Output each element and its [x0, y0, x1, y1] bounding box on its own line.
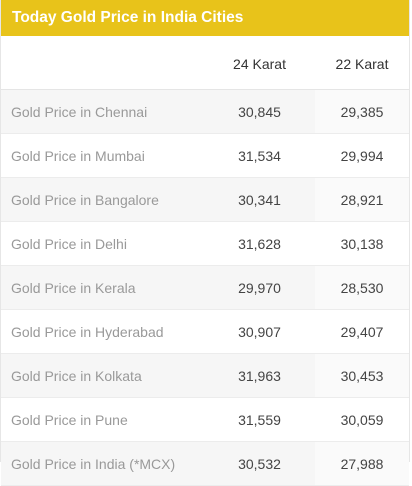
column-header-24-karat: 24 Karat: [204, 36, 315, 90]
city-name-cell: Gold Price in Hyderabad: [1, 309, 204, 354]
table-row: Gold Price in Kerala 29,970 28,530: [1, 265, 409, 310]
price-22k-cell: 30,138: [315, 221, 409, 266]
price-24k-cell: 31,963: [204, 353, 315, 398]
price-24k-cell: 30,532: [204, 441, 315, 486]
city-name-cell: Gold Price in Chennai: [1, 89, 204, 134]
table-row: Gold Price in Bangalore 30,341 28,921: [1, 177, 409, 222]
column-header-22-karat: 22 Karat: [315, 36, 409, 90]
table-row: Gold Price in India (*MCX) 30,532 27,988: [1, 441, 409, 486]
city-name-cell: Gold Price in Mumbai: [1, 133, 204, 178]
price-22k-cell: 30,453: [315, 353, 409, 398]
price-22k-cell: 29,385: [315, 89, 409, 134]
price-22k-cell: 30,059: [315, 397, 409, 442]
city-name-cell: Gold Price in Kerala: [1, 265, 204, 310]
price-24k-cell: 31,628: [204, 221, 315, 266]
widget-title: Today Gold Price in India Cities: [1, 0, 409, 36]
column-header-city: [1, 36, 204, 90]
price-22k-cell: 28,921: [315, 177, 409, 222]
city-name-cell: Gold Price in India (*MCX): [1, 441, 204, 486]
price-24k-cell: 29,970: [204, 265, 315, 310]
price-24k-cell: 30,907: [204, 309, 315, 354]
price-24k-cell: 31,534: [204, 133, 315, 178]
city-name-cell: Gold Price in Kolkata: [1, 353, 204, 398]
table-row: Gold Price in Kolkata 31,963 30,453: [1, 353, 409, 398]
table-row: Gold Price in Mumbai 31,534 29,994: [1, 133, 409, 178]
city-name-cell: Gold Price in Pune: [1, 397, 204, 442]
gold-price-table: 24 Karat 22 Karat Gold Price in Chennai 3…: [1, 36, 409, 486]
table-row: Gold Price in Delhi 31,628 30,138: [1, 221, 409, 266]
city-name-cell: Gold Price in Delhi: [1, 221, 204, 266]
table-header-row: 24 Karat 22 Karat: [1, 36, 409, 90]
price-22k-cell: 29,994: [315, 133, 409, 178]
price-22k-cell: 28,530: [315, 265, 409, 310]
city-name-cell: Gold Price in Bangalore: [1, 177, 204, 222]
price-22k-cell: 27,988: [315, 441, 409, 486]
table-row: Gold Price in Pune 31,559 30,059: [1, 397, 409, 442]
table-row: Gold Price in Hyderabad 30,907 29,407: [1, 309, 409, 354]
price-24k-cell: 31,559: [204, 397, 315, 442]
table-row: Gold Price in Chennai 30,845 29,385: [1, 89, 409, 134]
price-24k-cell: 30,341: [204, 177, 315, 222]
price-22k-cell: 29,407: [315, 309, 409, 354]
price-24k-cell: 30,845: [204, 89, 315, 134]
